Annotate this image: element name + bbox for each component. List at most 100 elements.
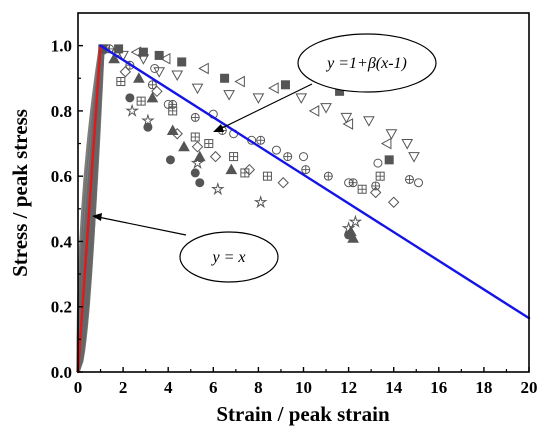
data-point [380, 137, 392, 150]
annotation-ascending-bubble [179, 231, 279, 283]
data-point [348, 214, 363, 228]
data-point-square-filled [384, 155, 394, 165]
annotation-descending-label-beta: β [367, 55, 376, 72]
data-point [178, 140, 190, 152]
data-point [117, 50, 129, 62]
data-point-star-open [190, 155, 205, 170]
data-point-square-filled [177, 57, 187, 67]
x-axis: 0 2 4 6 8 10 12 14 16 18 20 [74, 367, 538, 397]
data-point [220, 73, 230, 83]
data-point [193, 150, 206, 162]
data-point-triangle-filled [178, 140, 190, 152]
data-point [141, 113, 155, 127]
data-point [198, 62, 209, 75]
data-point-triangle-down-open [295, 93, 308, 104]
data-point [341, 221, 356, 235]
data-point [299, 152, 308, 162]
data-point-triangle-left-open [268, 82, 279, 94]
data-point-square-plus-open [168, 106, 178, 116]
y-axis-title: Stress / peak stress [8, 109, 32, 277]
data-point-circle-plus-open [348, 178, 358, 188]
data-point-circle-plus-open [323, 171, 333, 181]
data-point-square-plus-open [229, 152, 239, 162]
data-point [125, 103, 140, 117]
y-tick-label: 0.6 [51, 167, 72, 186]
data-point [154, 50, 164, 60]
data-point-circle-plus-open [371, 181, 381, 191]
data-point [280, 80, 290, 90]
data-point [108, 52, 120, 64]
data-point-triangle-filled [146, 91, 159, 103]
data-point-circle-open [373, 158, 383, 168]
data-point-triangle-down-open [252, 93, 265, 104]
data-point-triangle-down-open [320, 103, 332, 114]
data-point-circle-open [271, 145, 281, 155]
data-point [253, 195, 268, 209]
annotation-ascending-arrowhead [92, 213, 102, 221]
y-tick-label: 0.8 [51, 102, 72, 121]
data-point [271, 145, 281, 155]
data-point-circle-open [344, 178, 354, 188]
data-point [223, 90, 235, 101]
data-point [387, 196, 400, 208]
data-point-triangle-left-open [159, 52, 171, 65]
data-point [225, 163, 238, 175]
data-point-circle-filled [165, 155, 175, 165]
data-point-triangle-down-open [363, 116, 375, 127]
x-tick-label: 6 [209, 378, 218, 397]
ascending-curve [76, 45, 104, 373]
annotation-descending-arrowhead [213, 124, 224, 132]
x-tick-label: 20 [521, 378, 538, 397]
data-point-circle-filled [125, 93, 135, 103]
y-tick-label: 0.2 [51, 298, 72, 317]
data-point-diamond-open [191, 141, 204, 153]
data-point [414, 178, 424, 188]
data-point [385, 129, 398, 140]
x-tick-label: 10 [295, 378, 312, 397]
data-point [209, 150, 222, 163]
data-point [308, 105, 320, 117]
data-point-square-plus-open [190, 132, 200, 142]
data-point-triangle-down-open [117, 50, 129, 62]
data-point [190, 168, 200, 178]
x-tick-label: 0 [74, 378, 83, 397]
data-point-triangle-left-open [198, 62, 209, 75]
x-tick-label: 2 [119, 378, 128, 397]
data-point-diamond-open [209, 150, 222, 163]
data-point-circle-open [299, 152, 308, 162]
annotation-descending-label-main: y =1+ [325, 55, 368, 72]
data-point-square-filled [280, 80, 290, 90]
data-point-square-plus-open [116, 77, 126, 87]
data-point [133, 72, 145, 83]
data-point-star-open [211, 181, 225, 196]
data-point-diamond-open [171, 128, 183, 140]
data-point [171, 128, 183, 140]
annotation-ascending-arrow [97, 216, 187, 236]
data-point [211, 181, 225, 196]
data-point [159, 52, 171, 65]
data-point-star-open [253, 195, 268, 209]
data-point [130, 46, 142, 59]
data-point-square-filled [154, 50, 164, 60]
data-point-square-plus-open [240, 168, 250, 178]
annotation-descending: y =1+β(x-1) [213, 33, 437, 132]
data-point-square-plus-open [375, 171, 385, 181]
data-point [125, 93, 135, 103]
data-point [401, 139, 414, 150]
data-point [320, 103, 332, 114]
data-point-triangle-filled [108, 52, 120, 64]
data-point [151, 85, 163, 98]
data-point-triangle-down-open [408, 152, 420, 163]
x-tick-label: 18 [475, 378, 492, 397]
line-descending [99, 44, 531, 320]
data-point-circle-plus-open [404, 174, 414, 184]
data-point-star-open [125, 103, 140, 117]
data-point-circle-open [414, 178, 424, 188]
x-tick-label: 14 [385, 378, 403, 397]
annotation-descending-arrow [219, 83, 313, 130]
data-point [363, 116, 375, 127]
data-point [165, 155, 175, 165]
data-point-circle-filled [190, 168, 200, 178]
data-point [119, 66, 132, 78]
data-point-triangle-left-open [234, 75, 245, 88]
